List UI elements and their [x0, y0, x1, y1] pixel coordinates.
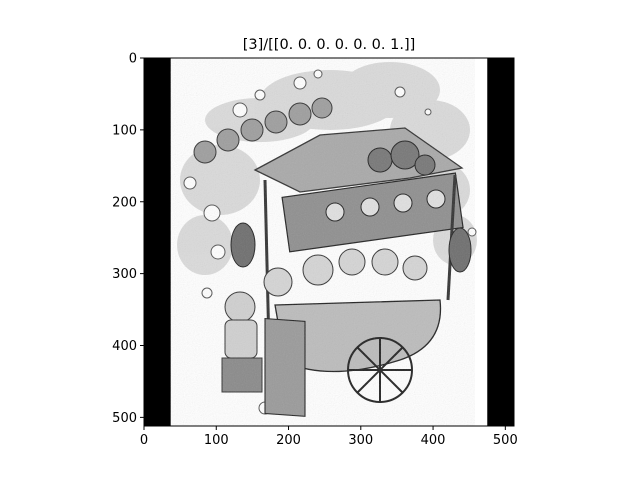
y-tick-label-100: 100	[112, 123, 137, 138]
x-axis-ticks: 0 100 200 300 400 500	[140, 426, 518, 448]
dark-band-0	[144, 58, 171, 426]
y-tick-label-500: 500	[112, 411, 137, 426]
dark-band-1	[487, 58, 514, 426]
y-tick-label-400: 400	[112, 339, 137, 354]
sketch-illustration	[170, 58, 477, 426]
y-tick-label-300: 300	[112, 267, 137, 282]
y-axis-ticks: 0 100 200 300 400 500	[112, 52, 144, 426]
x-tick-label-300: 300	[348, 433, 373, 448]
x-tick-label-200: 200	[276, 433, 301, 448]
y-tick-label-0: 0	[129, 52, 137, 67]
x-tick-label-0: 0	[140, 433, 148, 448]
x-tick-label-400: 400	[421, 433, 446, 448]
x-tick-label-100: 100	[204, 433, 229, 448]
x-tick-label-500: 500	[493, 433, 518, 448]
chart-title: [3]/[[0. 0. 0. 0. 0. 0. 1.]]	[243, 37, 416, 53]
y-tick-label-200: 200	[112, 195, 137, 210]
plot-area	[144, 58, 514, 426]
